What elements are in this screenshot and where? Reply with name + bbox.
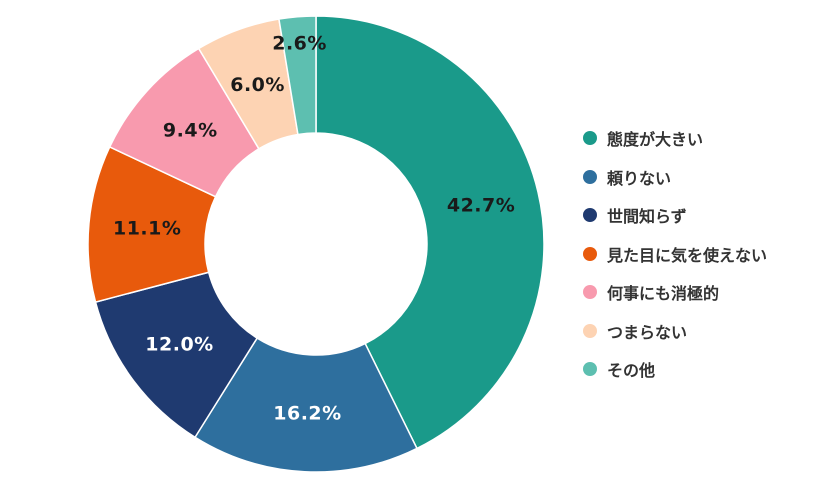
donut-slice-2: [194, 337, 418, 473]
legend-label: 見た目に気を使えない: [607, 245, 768, 265]
slice-data-label-4: 11.1%: [113, 218, 181, 240]
slice-data-label-6: 6.0%: [230, 74, 285, 96]
legend-swatch: [583, 362, 597, 377]
slice-data-label-2: 16.2%: [273, 402, 341, 424]
data-labels-group: 42.7% 16.2% 12.0% 11.1% 9.4% 6.0% 2.6%: [113, 33, 515, 425]
slice-data-label-7: 2.6%: [272, 33, 327, 55]
legend-label: 態度が大きい: [607, 130, 704, 150]
legend: 態度が大きい 頼りない世間知らず見た目に気を使えない 何事にも消極的 つまらないその他: [583, 119, 767, 389]
legend-item-7: その他: [583, 350, 767, 389]
legend-label: 頼りない: [607, 168, 672, 188]
legend-item-5: 何事にも消極的: [583, 273, 767, 312]
legend-item-3: 世間知らず: [583, 196, 767, 235]
legend-item-4: 見た目に気を使えない: [583, 235, 767, 274]
legend-item-6: つまらない: [583, 312, 767, 351]
legend-item-2: 頼りない: [583, 158, 767, 197]
legend-label: 何事にも消極的: [607, 284, 720, 304]
donut-slice-7: [278, 15, 317, 136]
legend-label: その他: [607, 361, 656, 381]
slice-data-label-5: 9.4%: [163, 119, 218, 141]
slice-data-label-3: 12.0%: [145, 333, 213, 355]
slice-data-label-1: 42.7%: [447, 194, 515, 216]
legend-label: 世間知らず: [607, 207, 687, 227]
legend-swatch: [583, 285, 597, 300]
legend-swatch: [583, 246, 597, 261]
slices-group: [87, 15, 545, 473]
legend-item-1: 態度が大きい: [583, 119, 767, 158]
legend-swatch: [583, 131, 597, 146]
legend-swatch: [583, 323, 597, 338]
donut-slice-1: [315, 15, 545, 450]
legend-swatch: [583, 169, 597, 184]
legend-swatch: [583, 208, 597, 223]
legend-label: つまらない: [607, 322, 688, 342]
